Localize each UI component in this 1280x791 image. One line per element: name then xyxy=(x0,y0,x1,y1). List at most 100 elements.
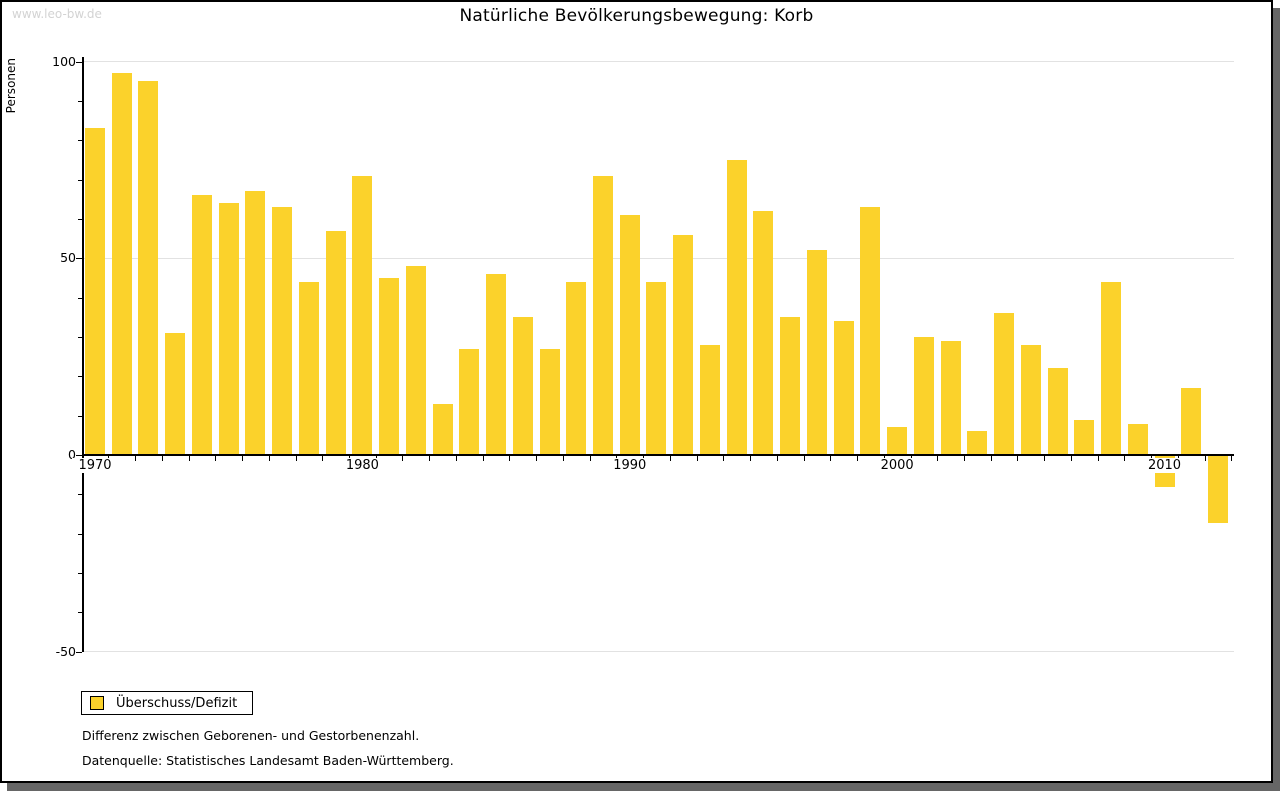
bar xyxy=(85,128,105,455)
footnote-definition: Differenz zwischen Geborenen- und Gestor… xyxy=(82,728,420,743)
bar xyxy=(245,191,266,455)
x-axis-tick xyxy=(803,456,805,461)
x-axis-year-label: 2010 xyxy=(1141,458,1188,473)
y-axis-minor-tick xyxy=(78,179,82,181)
bar xyxy=(539,348,560,455)
y-gridline xyxy=(82,257,1234,259)
bar xyxy=(833,321,854,455)
x-axis-tick xyxy=(990,456,992,461)
bar xyxy=(726,159,747,455)
bar xyxy=(352,175,373,455)
x-axis-year-label: 1990 xyxy=(606,458,653,473)
x-axis-tick xyxy=(669,456,671,461)
x-axis-tick xyxy=(215,456,217,461)
y-axis-minor-tick xyxy=(78,533,82,535)
bar xyxy=(619,214,640,455)
bar xyxy=(566,281,587,455)
bar xyxy=(806,250,827,455)
bar xyxy=(1047,368,1068,455)
x-axis-tick xyxy=(776,456,778,461)
x-axis-year-label: 2000 xyxy=(874,458,921,473)
x-axis-tick xyxy=(536,456,538,461)
y-axis-major-tick xyxy=(76,61,82,63)
bar xyxy=(111,73,132,455)
y-axis-tick-label: 0 xyxy=(68,447,76,462)
x-axis-tick xyxy=(750,456,752,461)
y-axis-major-tick xyxy=(76,258,82,260)
bar xyxy=(486,273,507,455)
x-axis-line xyxy=(82,454,1234,456)
y-axis-minor-tick xyxy=(78,415,82,417)
x-axis-tick xyxy=(1044,456,1046,461)
plot-area: 100 50 0 -50 1970 1980 1990 2000 2010 xyxy=(2,2,1271,781)
bar xyxy=(967,431,988,455)
y-gridline xyxy=(82,651,1234,653)
bar xyxy=(432,403,453,455)
y-axis-minor-tick xyxy=(78,218,82,220)
bar xyxy=(913,336,934,455)
bar xyxy=(699,344,720,455)
x-axis-tick xyxy=(723,456,725,461)
bar xyxy=(1020,344,1041,455)
x-axis-tick xyxy=(268,456,270,461)
x-axis-tick xyxy=(589,456,591,461)
bar xyxy=(780,317,801,455)
x-axis-tick xyxy=(562,456,564,461)
bar xyxy=(860,207,881,455)
bar xyxy=(272,207,293,455)
bar xyxy=(1101,281,1122,455)
bar xyxy=(753,211,774,455)
bar xyxy=(1074,419,1095,455)
y-axis-minor-tick xyxy=(78,336,82,338)
x-axis-tick xyxy=(135,456,137,461)
y-axis-minor-tick xyxy=(78,573,82,575)
y-gridline xyxy=(82,61,1234,62)
x-axis-year-label: 1980 xyxy=(339,458,386,473)
watermark: www.leo-bw.de xyxy=(12,7,102,21)
y-axis-line xyxy=(82,57,84,652)
x-axis-tick xyxy=(1017,456,1019,461)
y-axis-minor-tick xyxy=(78,297,82,299)
legend-swatch-icon xyxy=(90,696,104,710)
x-axis-year-label: 1970 xyxy=(72,458,118,473)
x-axis-tick xyxy=(482,456,484,461)
x-axis-tick xyxy=(963,456,965,461)
bar xyxy=(940,340,961,455)
x-axis-tick xyxy=(1070,456,1072,461)
bar xyxy=(1207,456,1228,523)
x-axis-tick xyxy=(295,456,297,461)
y-axis-minor-tick xyxy=(78,376,82,378)
y-axis-tick-label: -50 xyxy=(55,643,76,659)
y-axis-major-tick xyxy=(76,651,82,653)
x-axis-tick xyxy=(402,456,404,461)
x-axis-tick xyxy=(161,456,163,461)
y-axis-minor-tick xyxy=(78,140,82,142)
x-axis-tick xyxy=(830,456,832,461)
x-axis-tick xyxy=(455,456,457,461)
y-axis-tick-label: 50 xyxy=(60,250,76,266)
bar xyxy=(138,81,159,455)
y-axis-minor-tick xyxy=(78,100,82,102)
bar xyxy=(459,348,480,455)
bar xyxy=(1127,423,1148,455)
y-axis-minor-tick xyxy=(78,612,82,614)
y-axis-tick-label: 100 xyxy=(52,53,76,69)
bar xyxy=(218,203,239,455)
bar xyxy=(994,313,1015,455)
x-axis-tick xyxy=(188,456,190,461)
bar xyxy=(593,175,614,455)
bar xyxy=(405,266,426,455)
x-axis-tick xyxy=(322,456,324,461)
bar xyxy=(298,281,319,455)
legend-label: Überschuss/Defizit xyxy=(116,695,238,711)
y-axis-minor-tick xyxy=(78,494,82,496)
bar xyxy=(512,317,533,455)
chart-title: Natürliche Bevölkerungsbewegung: Korb xyxy=(459,6,814,26)
x-axis-tick xyxy=(1231,456,1233,461)
y-axis-major-tick xyxy=(76,455,82,456)
x-axis-tick xyxy=(696,456,698,461)
legend: Überschuss/Defizit xyxy=(81,691,253,715)
bar xyxy=(379,277,400,455)
footnote-source: Datenquelle: Statistisches Landesamt Bad… xyxy=(82,753,454,768)
